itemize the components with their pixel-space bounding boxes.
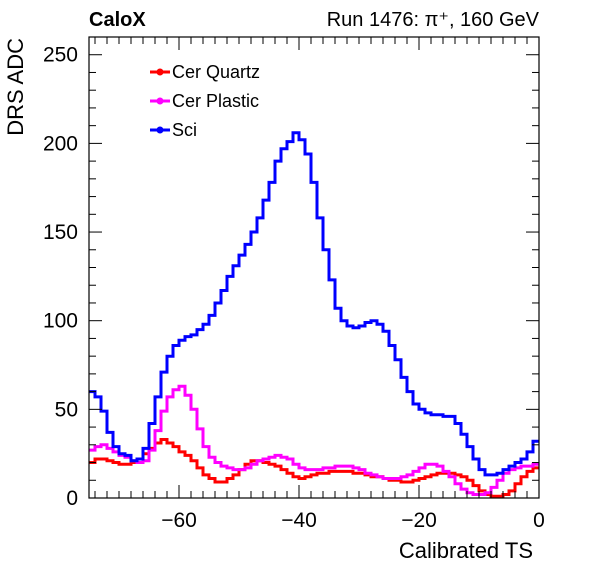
y-axis-title: DRS ADC bbox=[3, 38, 28, 136]
legend-item-cer-plastic: Cer Plastic bbox=[150, 91, 259, 111]
legend-marker bbox=[156, 97, 164, 105]
chart-title-left: CaloX bbox=[89, 9, 146, 31]
y-tick-label: 50 bbox=[55, 398, 78, 421]
x-tick-label: −20 bbox=[401, 509, 437, 532]
series-line-sci bbox=[89, 131, 539, 477]
legend-item-cer-quartz: Cer Quartz bbox=[150, 62, 260, 82]
x-tick-label: −40 bbox=[281, 509, 317, 532]
axis-layer: −60 −40 −20 0 0 50 100 150 200 250 bbox=[43, 36, 545, 532]
y-tick-label: 150 bbox=[43, 221, 78, 244]
x-tick-label: −60 bbox=[161, 509, 197, 532]
series-line-cer-quartz bbox=[89, 438, 539, 498]
legend-marker bbox=[156, 126, 164, 134]
y-tick-label: 100 bbox=[43, 310, 78, 333]
legend-item-sci: Sci bbox=[150, 120, 197, 140]
x-tick-label: 0 bbox=[533, 509, 545, 532]
y-tick-label: 0 bbox=[66, 487, 78, 510]
chart-title-right: Run 1476: π⁺, 160 GeV bbox=[327, 9, 540, 31]
y-tick-label: 250 bbox=[43, 44, 78, 67]
legend-label: Sci bbox=[172, 120, 197, 140]
legend: Cer Quartz Cer Plastic Sci bbox=[150, 62, 260, 140]
legend-label: Cer Plastic bbox=[172, 91, 259, 111]
series-layer bbox=[89, 131, 539, 498]
legend-marker bbox=[156, 68, 164, 76]
legend-label: Cer Quartz bbox=[172, 62, 260, 82]
series-line-cer-plastic bbox=[89, 384, 539, 496]
y-tick-label: 200 bbox=[43, 132, 78, 155]
x-axis-title: Calibrated TS bbox=[399, 538, 533, 563]
